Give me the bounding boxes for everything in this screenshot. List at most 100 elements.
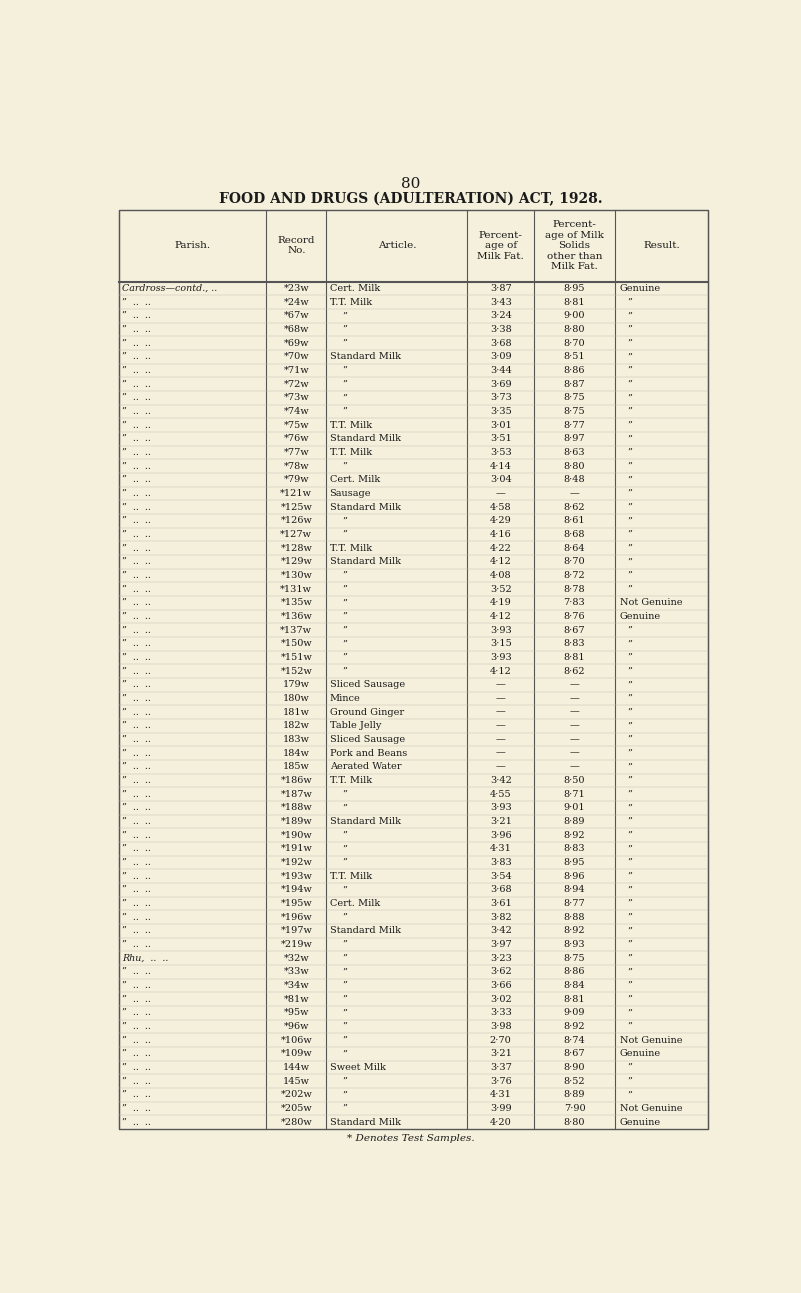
Text: ”: ”	[627, 940, 632, 949]
Text: *72w: *72w	[284, 380, 309, 389]
Text: ”: ”	[627, 366, 632, 375]
Text: ”: ”	[342, 599, 347, 608]
Text: *137w: *137w	[280, 626, 312, 635]
Text: 8·80: 8·80	[564, 325, 586, 334]
Text: ”  ..  ..: ” .. ..	[122, 1049, 151, 1058]
Text: *150w: *150w	[280, 639, 312, 648]
Text: 3·99: 3·99	[490, 1104, 512, 1113]
Text: 183w: 183w	[283, 734, 310, 743]
Text: 3·61: 3·61	[490, 899, 512, 908]
Text: 2·70: 2·70	[490, 1036, 512, 1045]
Text: 8·51: 8·51	[564, 352, 586, 361]
Text: 3·69: 3·69	[490, 380, 512, 389]
Text: Record
No.: Record No.	[278, 237, 315, 256]
Text: Standard Milk: Standard Milk	[329, 503, 400, 512]
Text: ”  ..  ..: ” .. ..	[122, 830, 151, 839]
Text: Pork and Beans: Pork and Beans	[329, 749, 407, 758]
Text: *205w: *205w	[280, 1104, 312, 1113]
Text: ”: ”	[627, 653, 632, 662]
Text: ”: ”	[342, 380, 347, 389]
Text: ”: ”	[342, 393, 347, 402]
Text: ”: ”	[627, 543, 632, 552]
Text: Cert. Milk: Cert. Milk	[329, 899, 380, 908]
Text: *96w: *96w	[284, 1021, 309, 1031]
Text: 8·92: 8·92	[564, 830, 586, 839]
Text: T.T. Milk: T.T. Milk	[329, 871, 372, 881]
Text: *202w: *202w	[280, 1090, 312, 1099]
Text: 3·68: 3·68	[490, 886, 512, 895]
Text: ”: ”	[342, 626, 347, 635]
Text: 8·78: 8·78	[564, 584, 586, 593]
Text: * Denotes Test Samples.: * Denotes Test Samples.	[347, 1134, 474, 1143]
Text: ”: ”	[342, 1049, 347, 1058]
Text: ”: ”	[342, 339, 347, 348]
Text: 3·02: 3·02	[490, 994, 512, 1003]
Text: —: —	[496, 707, 505, 716]
Text: 3·04: 3·04	[490, 476, 512, 485]
Text: 4·12: 4·12	[489, 667, 512, 675]
Text: *191w: *191w	[280, 844, 312, 853]
Text: ”: ”	[627, 886, 632, 895]
Text: *77w: *77w	[284, 447, 309, 456]
Text: ”: ”	[627, 749, 632, 758]
Text: *192w: *192w	[280, 857, 312, 866]
Text: ”: ”	[627, 516, 632, 525]
Text: ”  ..  ..: ” .. ..	[122, 871, 151, 881]
Text: *194w: *194w	[280, 886, 312, 895]
Text: ”  ..  ..: ” .. ..	[122, 639, 151, 648]
Text: ”  ..  ..: ” .. ..	[122, 899, 151, 908]
Text: 8·83: 8·83	[564, 639, 586, 648]
Text: 8·52: 8·52	[564, 1077, 586, 1086]
Text: 3·83: 3·83	[490, 857, 512, 866]
Text: 3·53: 3·53	[490, 447, 512, 456]
Text: *128w: *128w	[280, 543, 312, 552]
Text: 9·09: 9·09	[564, 1009, 586, 1018]
Text: ”: ”	[627, 734, 632, 743]
Text: ”: ”	[342, 844, 347, 853]
Text: 4·31: 4·31	[489, 1090, 512, 1099]
Text: ”: ”	[627, 489, 632, 498]
Text: ”  ..  ..: ” .. ..	[122, 312, 151, 321]
Text: ”: ”	[342, 913, 347, 922]
Text: 8·89: 8·89	[564, 1090, 586, 1099]
Text: 3·97: 3·97	[490, 940, 512, 949]
Text: 8·88: 8·88	[564, 913, 586, 922]
Text: ”  ..  ..: ” .. ..	[122, 707, 151, 716]
Text: Sliced Sausage: Sliced Sausage	[329, 734, 405, 743]
Text: ”: ”	[627, 1090, 632, 1099]
Text: *69w: *69w	[284, 339, 309, 348]
Text: 145w: 145w	[283, 1077, 310, 1086]
Text: ”  ..  ..: ” .. ..	[122, 407, 151, 416]
Text: 3·38: 3·38	[490, 325, 512, 334]
Text: ”: ”	[627, 1021, 632, 1031]
Text: Cardross—contd., ..: Cardross—contd., ..	[122, 284, 217, 294]
Text: 9·00: 9·00	[564, 312, 586, 321]
Text: ”  ..  ..: ” .. ..	[122, 967, 151, 976]
Text: 4·19: 4·19	[490, 599, 512, 608]
Text: *24w: *24w	[284, 297, 309, 306]
Text: ”: ”	[627, 557, 632, 566]
Text: ”  ..  ..: ” .. ..	[122, 476, 151, 485]
Text: ”: ”	[627, 899, 632, 908]
Text: *197w: *197w	[280, 926, 312, 935]
Text: 3·52: 3·52	[490, 584, 512, 593]
Text: 3·21: 3·21	[489, 1049, 512, 1058]
Text: T.T. Milk: T.T. Milk	[329, 543, 372, 552]
Text: ”: ”	[342, 366, 347, 375]
Text: *131w: *131w	[280, 584, 312, 593]
Text: ”  ..  ..: ” .. ..	[122, 626, 151, 635]
Text: 4·29: 4·29	[490, 516, 512, 525]
Text: ”  ..  ..: ” .. ..	[122, 749, 151, 758]
Text: *125w: *125w	[280, 503, 312, 512]
Text: ”: ”	[342, 830, 347, 839]
Text: ”: ”	[627, 790, 632, 799]
Text: 8·90: 8·90	[564, 1063, 586, 1072]
Text: 8·64: 8·64	[564, 543, 586, 552]
Text: Genuine: Genuine	[620, 612, 661, 621]
Text: 8·76: 8·76	[564, 612, 586, 621]
Text: 3·42: 3·42	[489, 776, 512, 785]
Text: —: —	[496, 734, 505, 743]
Text: 8·63: 8·63	[564, 447, 586, 456]
Text: ”: ”	[627, 312, 632, 321]
Text: Rhu,  ..  ..: Rhu, .. ..	[122, 953, 168, 962]
